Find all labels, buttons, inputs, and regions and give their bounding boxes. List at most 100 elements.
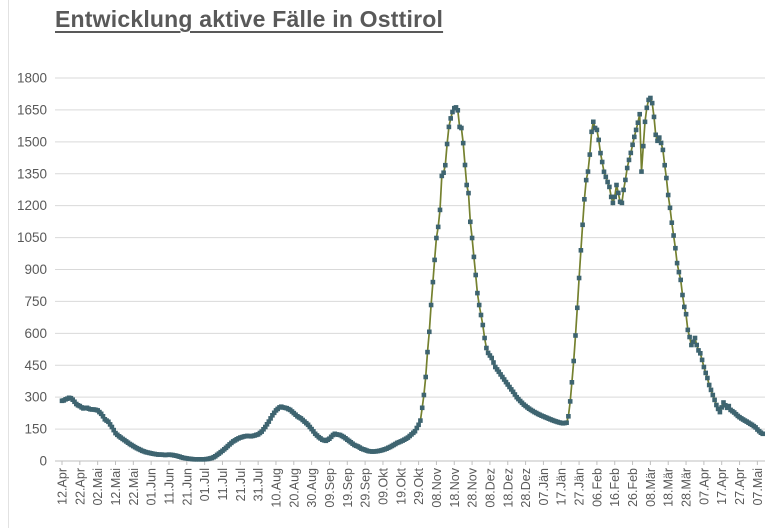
- series-marker: [585, 169, 591, 174]
- series-marker: [576, 275, 582, 281]
- series-marker: [462, 162, 468, 168]
- x-tick-label: 28.Nov: [466, 467, 480, 507]
- series-marker: [698, 351, 703, 356]
- series-marker: [583, 177, 589, 183]
- series-marker: [683, 311, 689, 317]
- series-marker: [621, 187, 626, 193]
- series-marker: [598, 150, 603, 156]
- series-marker: [653, 132, 658, 138]
- series-marker: [311, 429, 316, 434]
- series-marker: [496, 369, 502, 375]
- series-marker: [701, 364, 707, 370]
- series-marker: [419, 405, 425, 411]
- series-marker: [478, 312, 484, 318]
- x-tick-label: 12.Apr: [56, 468, 70, 505]
- series-marker: [485, 350, 491, 356]
- series-marker: [266, 419, 272, 424]
- series-marker: [696, 348, 701, 353]
- series-marker: [501, 377, 507, 382]
- series-marker: [626, 157, 632, 163]
- series-marker: [648, 95, 653, 101]
- x-tick-label: 16.Feb: [608, 468, 622, 507]
- x-tick-label: 26.Feb: [626, 468, 640, 507]
- series-marker: [639, 169, 644, 174]
- x-tick-label: 08.Dez: [483, 468, 497, 508]
- series-marker: [263, 424, 268, 430]
- series-marker: [708, 387, 714, 393]
- series-marker: [575, 305, 580, 311]
- x-tick-label: 29.Sep: [359, 468, 373, 508]
- series-marker: [418, 418, 423, 423]
- series-marker: [412, 428, 418, 434]
- x-tick-label: 27.Jän: [573, 468, 587, 506]
- y-tick-label: 750: [24, 294, 47, 309]
- series-marker: [98, 411, 104, 417]
- series-marker: [687, 334, 692, 340]
- y-tick-label: 1350: [17, 166, 47, 181]
- series-marker: [509, 387, 514, 392]
- series-marker: [628, 150, 634, 156]
- x-tick-label: 06.Feb: [590, 468, 604, 507]
- series-marker: [665, 192, 671, 198]
- series-marker: [484, 345, 489, 351]
- series-marker: [507, 384, 512, 390]
- x-tick-label: 09.Okt: [376, 467, 390, 504]
- x-tick-label: 22.Mai: [127, 468, 141, 506]
- series-marker: [608, 194, 614, 200]
- x-tick-label: 08.Mär: [644, 468, 658, 507]
- series-marker: [664, 175, 669, 181]
- y-tick-label: 300: [24, 390, 47, 405]
- x-tick-label: 31.Jul: [252, 468, 266, 501]
- series-marker: [432, 257, 437, 263]
- x-tick-label: 27.Apr: [733, 468, 747, 505]
- series-marker: [633, 127, 639, 133]
- series-marker: [596, 137, 601, 143]
- series-marker: [582, 197, 587, 202]
- series-marker: [689, 342, 694, 348]
- series-marker: [591, 119, 596, 125]
- series-marker: [475, 290, 480, 296]
- series-marker: [712, 397, 717, 403]
- series-marker: [510, 389, 516, 395]
- series-marker: [482, 335, 487, 341]
- x-tick-label: 18.Nov: [448, 467, 462, 507]
- x-tick-label: 11.Jun: [162, 468, 176, 505]
- series-marker: [564, 420, 569, 425]
- series-marker: [491, 360, 496, 365]
- series-marker: [614, 182, 619, 188]
- window-edge-line: [8, 0, 9, 528]
- x-tick-label: 08.Nov: [430, 467, 444, 507]
- series-marker: [635, 120, 641, 125]
- series-marker: [578, 248, 584, 253]
- x-tick-label: 20.Aug: [287, 468, 301, 508]
- series-marker: [416, 422, 421, 428]
- series-marker: [106, 419, 111, 425]
- series-marker: [710, 392, 716, 398]
- series-marker: [705, 375, 710, 381]
- series-marker: [669, 220, 675, 225]
- series-marker: [471, 254, 477, 260]
- y-tick-label: 1200: [17, 198, 47, 213]
- x-tick-label: 21.Jul: [234, 468, 248, 501]
- series-marker: [566, 414, 571, 419]
- series-marker: [469, 235, 475, 241]
- series-marker: [450, 109, 455, 115]
- series-marker: [494, 367, 500, 372]
- series-marker: [476, 302, 482, 308]
- series-marker: [660, 147, 666, 153]
- series-marker: [109, 424, 115, 430]
- series-marker: [446, 124, 452, 130]
- series-marker: [487, 353, 493, 358]
- y-tick-label: 600: [24, 326, 47, 341]
- series-marker: [674, 260, 680, 266]
- series-marker: [703, 370, 708, 376]
- series-marker: [580, 222, 585, 228]
- series-marker: [589, 129, 594, 135]
- series-marker: [623, 177, 628, 183]
- series-marker: [719, 405, 724, 410]
- series-marker: [459, 125, 464, 131]
- x-tick-label: 28.Mär: [680, 468, 694, 507]
- series-marker: [651, 114, 657, 120]
- series-marker: [721, 400, 726, 405]
